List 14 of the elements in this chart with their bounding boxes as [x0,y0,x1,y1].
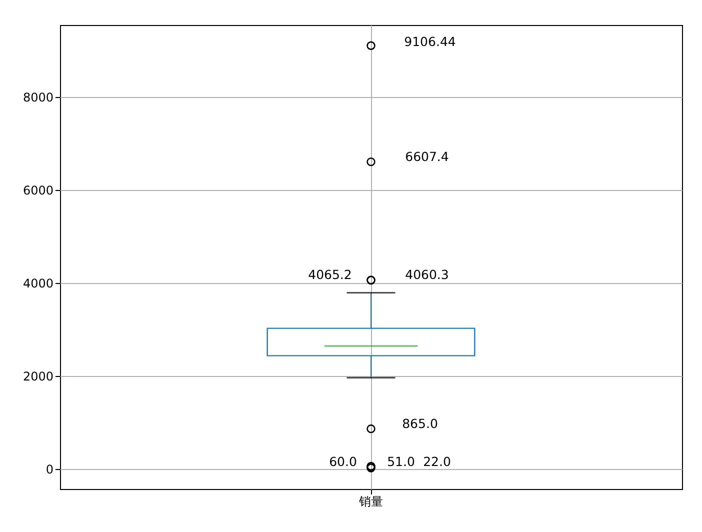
y-tick-label: 8000 [22,90,54,105]
annotation: 865.0 [402,416,438,431]
annotation: 4065.2 [308,267,352,282]
annotation: 4060.3 [405,267,449,282]
y-tick-label: 6000 [22,184,54,198]
annotation: 60.0 [329,454,357,469]
x-tick-label: 销量 [358,494,383,508]
annotation: 51.0 [387,454,415,469]
y-tick-label: 2000 [22,370,54,384]
annotation: 22.0 [423,454,451,469]
annotation: 9106.44 [404,34,456,49]
y-tick-label: 4000 [22,276,54,291]
y-tick-label: 0 [46,462,54,477]
annotation: 6607.4 [405,149,449,164]
